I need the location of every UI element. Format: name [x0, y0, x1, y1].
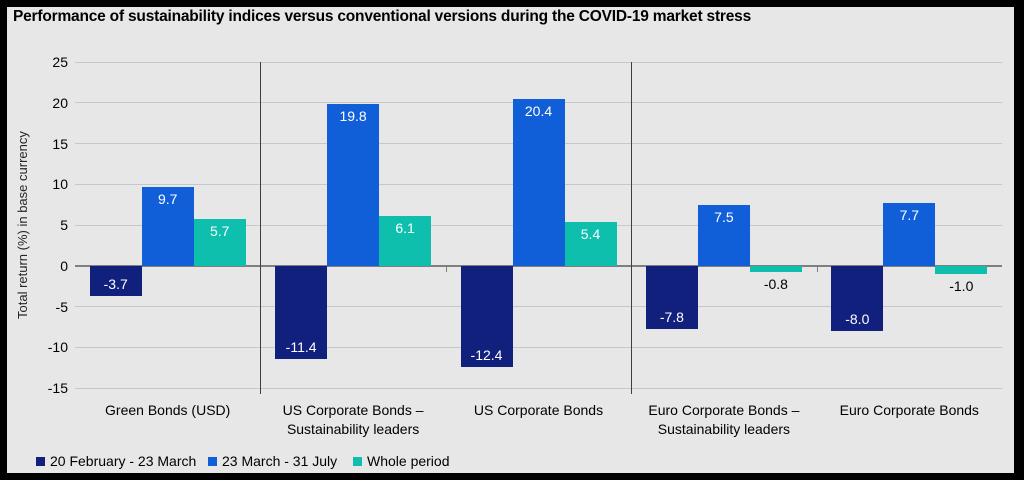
bar-value-label: 19.8	[339, 108, 367, 125]
bar-value-label: 6.1	[395, 220, 415, 237]
group-separator-line	[631, 62, 633, 394]
bar-value-label: 9.7	[157, 190, 178, 207]
group-separator-line	[260, 62, 262, 394]
bar	[883, 202, 936, 266]
bar	[193, 219, 246, 266]
category-label: US Corporate Bonds	[473, 402, 604, 418]
y-tick-label: -10	[47, 339, 68, 356]
bar-value-label: 5.7	[209, 223, 230, 240]
bar	[512, 99, 565, 266]
bar	[831, 265, 884, 331]
bar-value-label: -1.0	[949, 277, 974, 294]
y-tick-label: 5	[60, 217, 68, 233]
bar-value-label: 5.4	[580, 225, 601, 242]
gridline	[75, 61, 1002, 63]
legend-label: 23 March - 31 July	[222, 453, 338, 469]
gridline	[75, 346, 1002, 348]
bar	[935, 265, 988, 274]
bar-value-label: -3.7	[103, 275, 128, 292]
bar	[379, 216, 432, 266]
bar	[460, 265, 513, 367]
bar	[89, 265, 142, 296]
chart-title: Performance of sustainability indices ve…	[13, 8, 752, 25]
category-label: US Corporate Bonds – Sustainability lead…	[282, 402, 424, 437]
x-axis-line	[75, 264, 1002, 267]
category-boundary-tick	[445, 265, 447, 272]
bar-value-label: -11.4	[285, 338, 317, 355]
legend-label: Whole period	[367, 453, 450, 469]
bar	[697, 204, 750, 266]
bar-value-label: -0.8	[763, 276, 788, 293]
legend-swatch	[353, 457, 362, 466]
bar-value-label: 7.7	[899, 206, 920, 223]
y-tick-label: -5	[55, 298, 68, 315]
gridline	[75, 306, 1002, 307]
y-tick-label: 0	[60, 257, 68, 274]
y-tick-label: 25	[52, 54, 68, 70]
y-tick-label: 10	[52, 176, 68, 193]
legend-swatch	[36, 457, 45, 466]
bar-value-label: 7.5	[714, 208, 734, 225]
bar-value-label: -12.4	[470, 346, 503, 363]
legend-swatch	[208, 457, 217, 466]
category-label: Euro Corporate Bonds – Sustainability le…	[648, 402, 800, 437]
bar	[327, 104, 380, 266]
y-tick-label: -15	[47, 380, 68, 396]
category-boundary-tick	[816, 265, 818, 272]
legend-label: 20 February - 23 March	[50, 453, 197, 469]
bar-value-label: -8.0	[845, 310, 870, 327]
bar	[564, 221, 617, 266]
y-tick-label: 15	[52, 135, 68, 152]
bar	[645, 265, 698, 330]
bar	[749, 265, 802, 273]
y-tick-label: 20	[52, 94, 68, 111]
bar	[275, 265, 328, 359]
category-label: Green Bonds (USD)	[105, 402, 231, 418]
bar	[141, 186, 194, 266]
bar-value-label: -7.8	[659, 309, 684, 326]
gridline	[75, 387, 1002, 389]
category-label: Euro Corporate Bonds	[839, 402, 979, 418]
bar-value-label: 20.4	[524, 103, 553, 120]
